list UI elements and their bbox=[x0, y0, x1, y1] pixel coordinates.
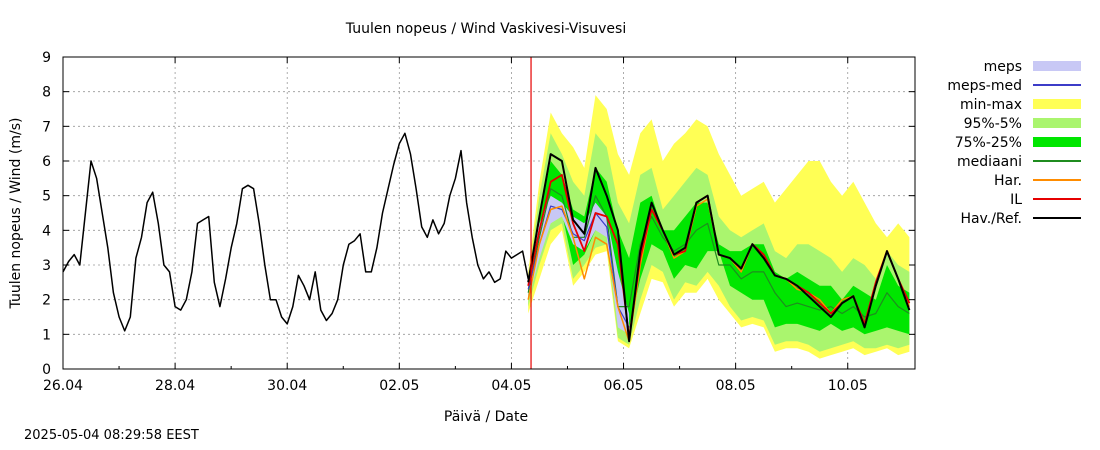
legend-swatch-minmax bbox=[1033, 99, 1081, 109]
legend-label: Har. bbox=[994, 173, 1022, 189]
legend-label: IL bbox=[1010, 192, 1022, 208]
y-tick-label: 1 bbox=[42, 327, 51, 343]
legend-label: 75%-25% bbox=[955, 135, 1022, 151]
legend-label: mediaani bbox=[957, 154, 1022, 170]
x-tick-label: 30.04 bbox=[267, 378, 307, 394]
series-hav-ref bbox=[527, 153, 911, 343]
legend-swatch-p95_5 bbox=[1033, 118, 1081, 128]
y-tick-label: 2 bbox=[42, 293, 51, 309]
series-lines bbox=[62, 132, 911, 343]
y-tick-label: 3 bbox=[42, 258, 51, 274]
legend-label: 95%-5% bbox=[964, 116, 1022, 132]
x-tick-label: 02.05 bbox=[379, 378, 419, 394]
x-tick-label: 26.04 bbox=[43, 378, 83, 394]
x-axis-ticks: 26.04 28.04 30.04 02.05 04.05 06.05 08.05 10.05 bbox=[43, 57, 868, 394]
x-tick-label: 28.04 bbox=[155, 378, 195, 394]
y-axis-ticks: 0 1 2 3 4 5 6 7 8 9 bbox=[42, 50, 915, 378]
legend-swatch-p75_25 bbox=[1033, 137, 1081, 147]
x-tick-label: 04.05 bbox=[491, 378, 531, 394]
y-tick-label: 4 bbox=[42, 223, 51, 239]
legend-label: meps-med bbox=[947, 78, 1022, 94]
series-observed bbox=[62, 132, 529, 332]
y-tick-label: 9 bbox=[42, 50, 51, 66]
band-meps bbox=[528, 195, 630, 335]
plot-frame bbox=[62, 56, 916, 370]
legend-label: min-max bbox=[960, 97, 1022, 113]
legend-label: Hav./Ref. bbox=[960, 211, 1022, 227]
y-tick-label: 7 bbox=[42, 119, 51, 135]
x-axis-label: Päivä / Date bbox=[444, 409, 528, 425]
legend: meps meps-med min-max 95%-5% 75%-25% mediaani… bbox=[947, 59, 1081, 227]
legend-label: meps bbox=[984, 59, 1022, 75]
y-tick-label: 8 bbox=[42, 85, 51, 101]
legend-swatch-meps bbox=[1033, 61, 1081, 71]
y-tick-label: 6 bbox=[42, 154, 51, 170]
y-tick-label: 0 bbox=[42, 362, 51, 378]
y-tick-label: 5 bbox=[42, 189, 51, 205]
series-mediaani bbox=[527, 188, 910, 318]
x-tick-label: 10.05 bbox=[828, 378, 868, 394]
chart-title: Tuulen nopeus / Wind Vaskivesi-Visuvesi bbox=[345, 21, 626, 37]
x-tick-label: 06.05 bbox=[603, 378, 643, 394]
y-axis-label: Tuulen nopeus / Wind (m/s) bbox=[8, 118, 24, 310]
x-tick-label: 08.05 bbox=[716, 378, 756, 394]
timestamp: 2025-05-04 08:29:58 EEST bbox=[24, 428, 199, 443]
